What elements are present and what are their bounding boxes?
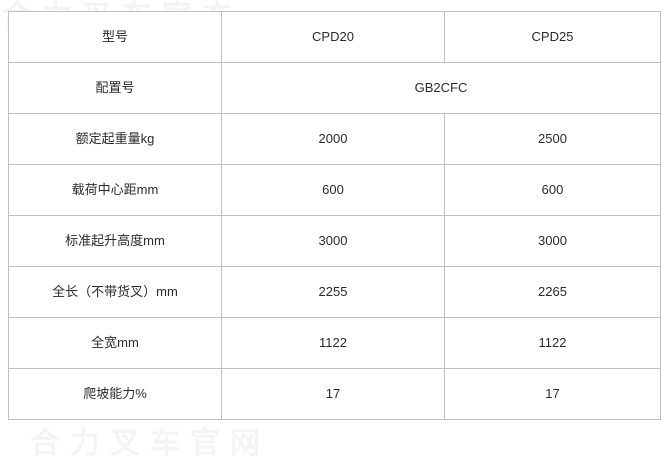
specification-table-body: 型号 CPD20 CPD25 配置号 GB2CFC 额定起重量kg 2000 2… [8, 11, 661, 420]
watermark-bottom: 合力叉车官网 [30, 427, 270, 460]
specification-table-container: 型号 CPD20 CPD25 配置号 GB2CFC 额定起重量kg 2000 2… [8, 11, 661, 420]
row-value-cpd25: 1122 [444, 317, 661, 369]
row-label: 全长（不带货叉）mm [8, 266, 222, 318]
row-value-merged: GB2CFC [221, 62, 661, 114]
specification-table: 型号 CPD20 CPD25 配置号 GB2CFC 额定起重量kg 2000 2… [8, 11, 661, 420]
row-value-cpd20: 3000 [221, 215, 445, 267]
row-value-cpd20: 1122 [221, 317, 445, 369]
row-value-cpd25: 17 [444, 368, 661, 420]
table-row: 爬坡能力% 17 17 [8, 368, 661, 420]
row-value-cpd20: 17 [221, 368, 445, 420]
row-value-cpd25: 2500 [444, 113, 661, 165]
row-value-cpd20: CPD20 [221, 11, 445, 63]
row-label: 配置号 [8, 62, 222, 114]
row-label: 爬坡能力% [8, 368, 222, 420]
row-value-cpd20: 2000 [221, 113, 445, 165]
table-row: 标准起升高度mm 3000 3000 [8, 215, 661, 267]
table-row: 全长（不带货叉）mm 2255 2265 [8, 266, 661, 318]
row-value-cpd25: 2265 [444, 266, 661, 318]
table-row: 配置号 GB2CFC [8, 62, 661, 114]
row-label: 全宽mm [8, 317, 222, 369]
row-value-cpd25: 3000 [444, 215, 661, 267]
row-label: 额定起重量kg [8, 113, 222, 165]
row-value-cpd20: 2255 [221, 266, 445, 318]
row-label: 标准起升高度mm [8, 215, 222, 267]
table-row: 额定起重量kg 2000 2500 [8, 113, 661, 165]
row-label: 型号 [8, 11, 222, 63]
row-value-cpd25: CPD25 [444, 11, 661, 63]
row-label: 载荷中心距mm [8, 164, 222, 216]
row-value-cpd20: 600 [221, 164, 445, 216]
table-row: 载荷中心距mm 600 600 [8, 164, 661, 216]
table-row: 全宽mm 1122 1122 [8, 317, 661, 369]
row-value-cpd25: 600 [444, 164, 661, 216]
table-row: 型号 CPD20 CPD25 [8, 11, 661, 63]
